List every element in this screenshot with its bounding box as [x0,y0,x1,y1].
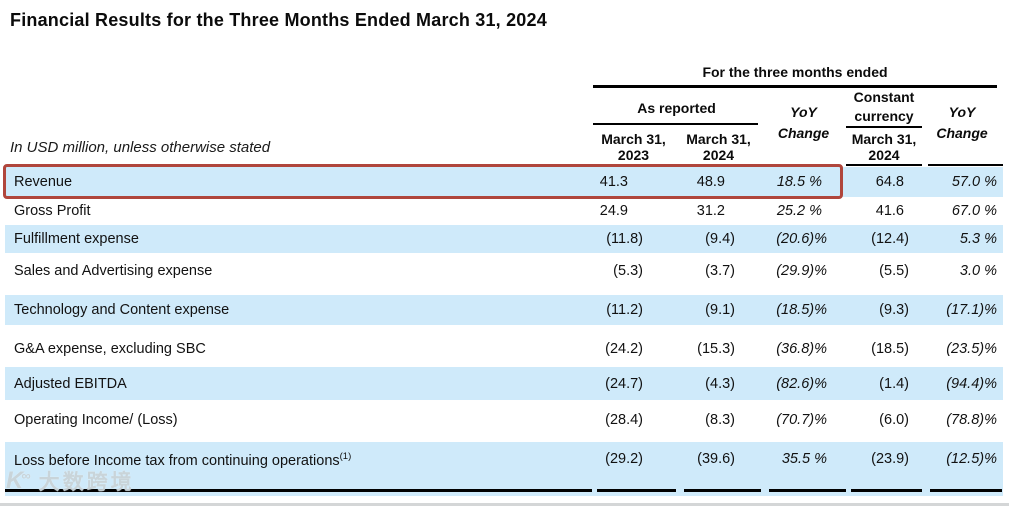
column-header-mar-2023: March 31, 2023 [601,131,666,163]
bottom-edge-divider [0,503,1009,506]
cell-mar-2023: 24.9 [599,203,628,219]
table-row-sales-advertising-expense: Sales and Advertising expense (5.3) (3.7… [5,253,1003,289]
table-row-gross-profit: Gross Profit 24.9 31.2 25.2 % 41.6 67.0 … [5,197,1003,225]
cell-mar-2023: (11.2) [606,302,643,318]
header-rule-as-reported [593,123,758,125]
revenue-highlight-box [3,164,843,199]
row-label: Sales and Advertising expense [14,263,213,279]
cell-yoy-change: (82.6)% [776,375,827,392]
table-row-operating-income-loss: Operating Income/ (Loss) (28.4) (8.3) (7… [5,400,1003,439]
cell-yoy-change: (29.9)% [776,263,827,279]
cell-cc-mar-2024: (12.4) [871,231,909,247]
cell-cc-mar-2024: (9.3) [879,302,909,318]
row-label: Fulfillment expense [14,231,139,247]
header-yoy-change-reported: YoY Change [777,104,830,141]
cell-cc-yoy-change: 5.3 % [959,231,997,247]
cell-cc-yoy-change: 67.0 % [951,203,997,219]
cell-mar-2023: (28.4) [605,411,643,428]
cell-mar-2024: (4.3) [705,375,735,392]
cell-yoy-change: 18.5 % [776,174,822,190]
header-constant-currency: Constant currency [853,89,915,124]
row-label: Gross Profit [14,203,91,219]
cell-yoy-change: (20.6)% [776,231,827,247]
cell-mar-2023: (24.7) [605,375,643,392]
cell-cc-mar-2024: (5.5) [879,263,909,279]
cell-cc-mar-2024: (23.9) [871,451,909,467]
bottom-rule-label-column [5,489,592,492]
cell-cc-yoy-change: (17.1)% [946,302,997,318]
cell-cc-yoy-change: (78.8)% [946,411,997,428]
cell-cc-mar-2024: (1.4) [879,375,909,392]
cell-mar-2023: (29.2) [605,451,643,467]
row-label: Technology and Content expense [14,302,230,318]
cell-mar-2023: 41.3 [599,174,628,190]
cell-cc-yoy-change: (23.5)% [946,340,997,357]
row-label: Loss before Income tax from continuing o… [14,451,352,469]
cell-yoy-change: (18.5)% [776,302,827,318]
cell-mar-2024: (9.4) [705,231,735,247]
cell-yoy-change: (36.8)% [776,340,827,357]
cell-mar-2024: (39.6) [697,451,735,467]
table-row-ga-expense: G&A expense, excluding SBC (24.2) (15.3)… [5,330,1003,367]
cell-cc-yoy-change: 3.0 % [959,263,997,279]
header-rule-period [593,85,997,88]
cell-mar-2023: (24.2) [605,340,643,357]
row-label: Revenue [14,174,73,190]
cell-cc-mar-2024: 64.8 [875,174,904,190]
header-period: For the three months ended [702,64,888,80]
cell-yoy-change: 25.2 % [776,203,822,219]
table-row-revenue: Revenue 41.3 48.9 18.5 % 64.8 57.0 % [5,167,1003,197]
bottom-rule-cc-yoy-change [930,489,1002,492]
column-header-mar-2024: March 31, 2024 [686,131,751,163]
header-as-reported: As reported [637,100,716,116]
cell-mar-2024: (8.3) [705,411,735,428]
cell-cc-mar-2024: (6.0) [879,411,909,428]
row-label: Operating Income/ (Loss) [14,411,178,428]
cell-cc-yoy-change: 57.0 % [951,174,997,190]
bottom-rule-cc-mar-2024 [851,489,922,492]
header-rule-cc-column [846,164,922,166]
bottom-rule-yoy-change [769,489,846,492]
units-note: In USD million, unless otherwise stated [10,139,271,156]
footnote-marker: (1) [339,451,352,462]
cell-cc-yoy-change: (12.5)% [946,451,997,467]
bottom-rule-mar-2023 [597,489,676,492]
table-row-technology-content-expense: Technology and Content expense (11.2) (9… [5,295,1003,325]
cell-yoy-change: (70.7)% [776,411,827,428]
table-body: Revenue 41.3 48.9 18.5 % 64.8 57.0 % Gro… [5,167,1003,496]
cell-cc-yoy-change: (94.4)% [946,375,997,392]
cell-cc-mar-2024: 41.6 [875,203,904,219]
table-row-adjusted-ebitda: Adjusted EBITDA (24.7) (4.3) (82.6)% (1.… [5,367,1003,400]
cell-mar-2024: (9.1) [705,302,735,318]
row-label: G&A expense, excluding SBC [14,340,206,357]
header-yoy-change-constant: YoY Change [936,104,988,141]
table-row-fulfillment-expense: Fulfillment expense (11.8) (9.4) (20.6)%… [5,225,1003,253]
header-rule-constant-currency [846,126,922,128]
cell-mar-2024: 48.9 [696,174,725,190]
cell-mar-2024: (3.7) [705,263,735,279]
row-label: Adjusted EBITDA [14,375,127,392]
cell-mar-2023: (5.3) [613,263,643,279]
cell-yoy-change: 35.5 % [781,451,827,467]
cell-mar-2023: (11.8) [606,231,643,247]
cell-cc-mar-2024: (18.5) [871,340,909,357]
header-rule-yoy-column [928,164,1003,166]
bottom-rule-mar-2024 [684,489,761,492]
column-header-cc-mar-2024: March 31, 2024 [851,131,917,163]
table-row-loss-before-income-tax: Loss before Income tax from continuing o… [5,442,1003,496]
cell-mar-2024: (15.3) [697,340,735,357]
cell-mar-2024: 31.2 [696,203,725,219]
page-title: Financial Results for the Three Months E… [10,10,547,30]
